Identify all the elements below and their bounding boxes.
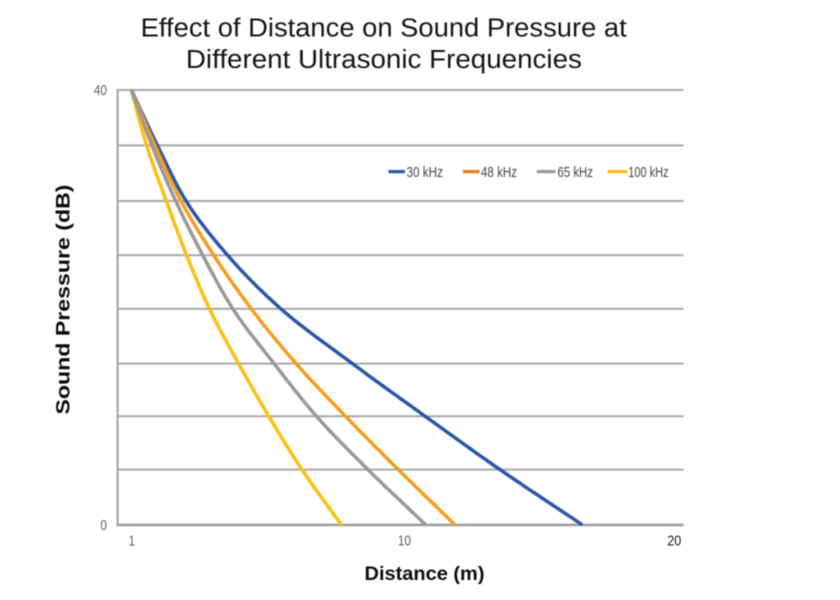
svg-text:Effect of Distance on Sound Pr: Effect of Distance on Sound Pressure at [141, 15, 627, 43]
svg-text:65 kHz: 65 kHz [558, 164, 594, 181]
svg-text:Distance (m): Distance (m) [365, 564, 485, 585]
svg-text:48 kHz: 48 kHz [481, 164, 517, 181]
svg-text:40: 40 [94, 83, 107, 99]
svg-text:100 kHz: 100 kHz [628, 164, 668, 181]
svg-text:10: 10 [398, 534, 411, 550]
svg-text:0: 0 [100, 518, 107, 534]
svg-text:Sound Pressure (dB): Sound Pressure (dB) [54, 185, 75, 415]
svg-text:Different Ultrasonic Frequenci: Different Ultrasonic Frequencies [186, 46, 582, 74]
svg-text:1: 1 [129, 534, 136, 550]
svg-text:30 kHz: 30 kHz [407, 164, 444, 181]
svg-text:20: 20 [667, 534, 681, 550]
